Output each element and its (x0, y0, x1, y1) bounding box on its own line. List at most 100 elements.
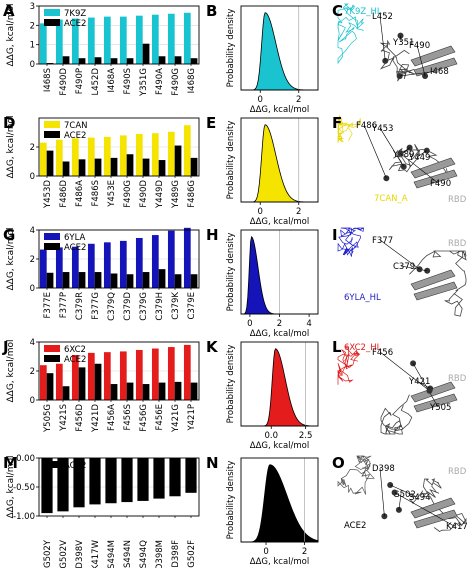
structure-label: 6YLA_HL (344, 293, 381, 303)
panel-label-F: F (332, 114, 342, 132)
plot-frame (38, 457, 200, 517)
x-tick-label: L452D (91, 68, 101, 96)
rbd-ribbon (379, 39, 415, 82)
bar-7K9Z-Y351G (135, 15, 143, 64)
plot-frame (38, 5, 200, 65)
structure-label: ACE2 (344, 521, 366, 531)
bar-6YLA-C379H (151, 235, 159, 288)
panel-label-I: I (332, 226, 338, 244)
panel-label-O: O (332, 454, 345, 472)
bar-7K9Z-F490A (151, 14, 159, 64)
panel-label-H: H (206, 226, 219, 244)
bar-6XC2-F456A (103, 352, 111, 400)
density-area (241, 124, 319, 203)
x-tick-label: Y453D (43, 180, 53, 209)
residue-label: C379 (393, 262, 415, 272)
residue-label: Y489 (392, 150, 414, 160)
antibody-trace (337, 227, 364, 257)
panel-label-N: N (206, 454, 219, 472)
legend-swatch-ACE2 (44, 243, 60, 250)
y-tick-label: -1.00 (13, 512, 35, 522)
rbd-ribbon (409, 250, 467, 317)
y-tick-label: 4 (30, 338, 35, 348)
residue-label: Y453 (371, 124, 393, 134)
bar-6XC2-Y421S (55, 363, 63, 400)
plot-frame (38, 341, 200, 401)
x-tick-label: D398F (171, 540, 181, 568)
x-tick-label: F456G (139, 404, 149, 432)
y-tick-label: 0 (30, 60, 35, 70)
residue-label: S494 (409, 493, 431, 503)
bar-ACE2-F486S (94, 158, 102, 176)
legend-swatch-6XC2 (44, 345, 60, 352)
x-tick-label: 0.0 (264, 431, 278, 441)
residue-label: K417 (446, 522, 468, 532)
legend-label-7CAN: 7CAN (64, 121, 88, 131)
x-tick-label: G502Y (43, 539, 53, 568)
x-tick-label: F486A (75, 180, 85, 207)
x-tick-label: 0 (247, 319, 252, 329)
bar-ACE2-D398M (153, 458, 165, 499)
bar-7K9Z-F490G (167, 13, 175, 64)
plot-frame (240, 117, 319, 203)
bar-7CAN-Y489G (167, 131, 175, 176)
rbd-ribbon (380, 394, 413, 435)
legend-swatch-7K9Z (44, 9, 60, 16)
x-tick-label: 2 (302, 547, 307, 557)
bar-ACE2-Y449D (158, 160, 166, 176)
bar-7K9Z-I468S (39, 23, 47, 64)
legend-label-6YLA: 6YLA (64, 233, 86, 243)
x-tick-label: Y351G (139, 68, 149, 97)
bar-ACE2-G502Y (41, 458, 53, 514)
x-tick-label: Y421P (187, 404, 197, 432)
legend-swatch-ACE2 (44, 461, 60, 468)
x-tick-label: C379E (187, 292, 197, 320)
density-area (241, 348, 319, 427)
x-tick-label: F377G (91, 292, 101, 320)
plot-frame (38, 117, 200, 177)
x-tick-label: F490D (139, 180, 149, 208)
bar-ACE2-F490D (142, 158, 150, 176)
residue-label: Y421 (408, 377, 430, 387)
x-tick-label: Y421D (91, 404, 101, 433)
bar-ACE2-S494M (105, 458, 117, 504)
legend-label-ACE2: ACE2 (64, 131, 86, 141)
x-tick-label: 0 (258, 207, 263, 217)
y-axis-label: ΔΔG, kcal/mol (6, 228, 16, 291)
bar-ACE2-D398F (169, 458, 181, 497)
y-axis-label: Probability density (226, 461, 236, 540)
residue-label: F486 (356, 121, 377, 131)
residue-label: D398 (372, 464, 395, 474)
x-tick-label: F377E (43, 292, 53, 318)
bar-7CAN-Y449D (151, 133, 159, 176)
residue-pointer (379, 15, 386, 61)
y-axis-label: Probability density (226, 9, 236, 88)
bar-ACE2-C379E (190, 274, 198, 288)
bar-ACE2-F456D (78, 367, 86, 400)
structure-label: 7K9Z_HL (344, 7, 382, 17)
x-tick-label: Y421G (171, 404, 181, 433)
bar-6YLA-C379R (71, 246, 79, 288)
bar-ACE2-C379G (142, 272, 150, 288)
density-area (240, 464, 319, 543)
bar-ACE2-F490G (174, 56, 182, 64)
panel-label-J: J (2, 338, 9, 356)
bar-ACE2-S494N (121, 458, 133, 503)
bar-6YLA-C379K (167, 230, 175, 288)
x-tick-label: D398M (155, 540, 165, 568)
legend-label-ACE2: ACE2 (64, 355, 86, 365)
y-tick-label: 0 (30, 172, 35, 182)
structure-panel-O: O RBD G502 ACE2 D398 S494 K417 (332, 454, 468, 532)
x-tick-label: C379G (139, 292, 149, 321)
bar-ACE2-F490A (158, 56, 166, 64)
y-tick-label: 2 (30, 143, 35, 153)
y-tick-label: 0 (30, 284, 35, 294)
legend: ACE2 (44, 461, 86, 471)
bar-ACE2-C379K (174, 274, 182, 288)
x-tick-label: F490G (171, 68, 181, 96)
legend-swatch-ACE2 (44, 131, 60, 138)
structure-panel-F: F F486 Y489 F490 Y453 Y449 7CAN_A RBD (332, 114, 467, 205)
